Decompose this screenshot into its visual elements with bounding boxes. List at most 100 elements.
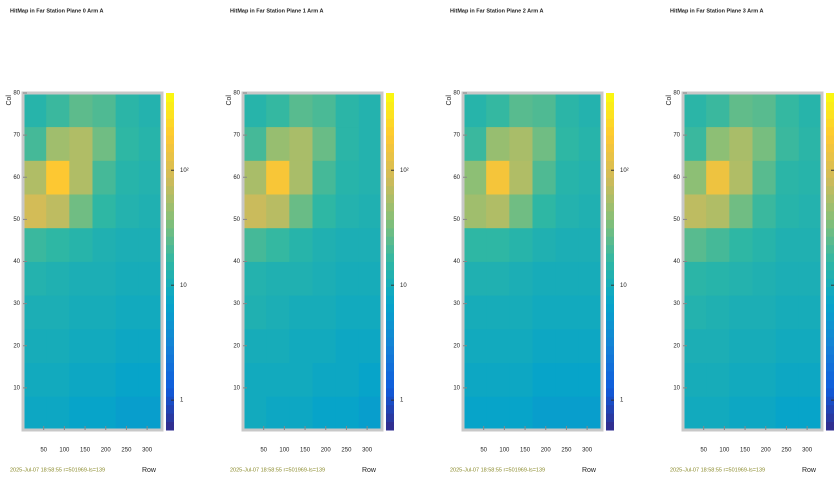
colorbar-step — [606, 244, 614, 254]
y-tick-label: 20 — [453, 343, 460, 349]
x-tick-label: 200 — [321, 448, 332, 454]
heatmap-cell — [775, 396, 800, 431]
heatmap-cell — [706, 362, 730, 397]
heatmap-cell — [266, 396, 290, 431]
y-tick-label: 10 — [233, 385, 240, 391]
heatmap-cell — [138, 93, 163, 128]
heatmap-cell — [138, 194, 163, 229]
heatmap-cell — [486, 126, 510, 161]
heatmap-cell — [752, 194, 777, 229]
heatmap-cell — [706, 261, 730, 296]
heatmap-cell — [706, 295, 730, 330]
colorbar-step — [606, 413, 614, 423]
heatmap-cell — [509, 160, 533, 195]
colorbar-step — [386, 227, 394, 237]
colorbar-step — [826, 143, 834, 153]
heatmap-cell — [775, 160, 800, 195]
colorbar-step — [826, 194, 834, 204]
colorbar-step — [166, 371, 174, 380]
heatmap-cell — [578, 396, 603, 431]
heatmap-cell — [555, 396, 580, 431]
colorbar-step — [606, 354, 614, 364]
heatmap-cell — [243, 362, 267, 397]
y-tick-label: 70 — [673, 133, 680, 139]
colorbar-step — [166, 118, 174, 128]
heatmap-cell — [798, 261, 823, 296]
heatmap-cell — [706, 93, 730, 128]
colorbar-step — [826, 236, 834, 246]
heatmap-cell — [335, 227, 360, 262]
colorbar-step — [386, 337, 394, 347]
heatmap-cell — [486, 362, 510, 397]
y-tick-label: 60 — [673, 175, 680, 181]
x-tick-label: 150 — [80, 448, 91, 454]
y-tick-label: 10 — [13, 385, 20, 391]
colorbar-step — [826, 312, 834, 321]
heatmap-cell — [23, 328, 47, 363]
heatmap-cell — [798, 194, 823, 229]
colorbar-step — [606, 328, 614, 338]
colorbar-step — [826, 413, 834, 423]
y-tick-label: 40 — [13, 259, 20, 265]
heatmap-cell — [729, 328, 753, 363]
y-tick-label: 30 — [453, 301, 460, 307]
heatmap-cell — [289, 227, 313, 262]
heatmap-cell — [358, 227, 383, 262]
y-tick-label: 10 — [453, 385, 460, 391]
heatmap-cell — [463, 227, 487, 262]
colorbar-step — [166, 286, 174, 296]
heatmap-cell — [775, 126, 800, 161]
colorbar-step — [166, 210, 174, 220]
y-tick-label: 50 — [453, 217, 460, 223]
heatmap-cell — [115, 126, 140, 161]
x-tick-label: 250 — [341, 448, 352, 454]
colorbar-step — [606, 109, 614, 119]
heatmap-cell — [509, 227, 533, 262]
heatmap-cell — [335, 295, 360, 330]
colorbar-step — [386, 295, 394, 305]
colorbar-step — [826, 109, 834, 119]
colorbar-step — [386, 379, 394, 389]
heatmap-cell — [578, 328, 603, 363]
colorbar-step — [606, 396, 614, 406]
heatmap-cell — [683, 261, 707, 296]
colorbar-step — [606, 194, 614, 204]
heatmap-cell — [69, 160, 93, 195]
colorbar-step — [826, 328, 834, 338]
heatmap-cell — [463, 396, 487, 431]
colorbar-step — [826, 93, 834, 102]
heatmap-cell — [266, 126, 290, 161]
x-tick-label: 50 — [40, 448, 47, 454]
panel-title: HitMap in Far Station Plane 2 Arm A — [450, 8, 543, 14]
colorbar-step — [166, 244, 174, 254]
heatmap-cell — [683, 396, 707, 431]
colorbar-step — [606, 312, 614, 321]
heatmap-cell — [69, 126, 93, 161]
heatmap-cell — [335, 328, 360, 363]
colorbar-step — [606, 278, 614, 288]
colorbar-tick-label: 10² — [180, 168, 189, 174]
colorbar-step — [386, 202, 394, 212]
heatmap-cell — [775, 362, 800, 397]
heatmap-cell — [243, 227, 267, 262]
colorbar-step — [606, 404, 614, 414]
x-axis-label: Row — [362, 467, 377, 474]
heatmap-cell — [46, 194, 70, 229]
colorbar-step — [826, 210, 834, 220]
colorbar-step — [826, 126, 834, 136]
colorbar-step — [386, 303, 394, 313]
heatmap-cell — [683, 295, 707, 330]
colorbar-step — [826, 303, 834, 313]
colorbar-step — [826, 160, 834, 170]
y-axis-label: Col — [446, 95, 453, 106]
heatmap-cell — [289, 362, 313, 397]
heatmap-cell — [752, 295, 777, 330]
colorbar-step — [386, 244, 394, 254]
colorbar-step — [826, 253, 834, 262]
heatmap-cell — [115, 396, 140, 431]
colorbar-step — [386, 143, 394, 153]
heatmap-cell — [798, 295, 823, 330]
heatmap-cell — [69, 328, 93, 363]
heatmap-cell — [312, 362, 337, 397]
y-tick-label: 40 — [233, 259, 240, 265]
